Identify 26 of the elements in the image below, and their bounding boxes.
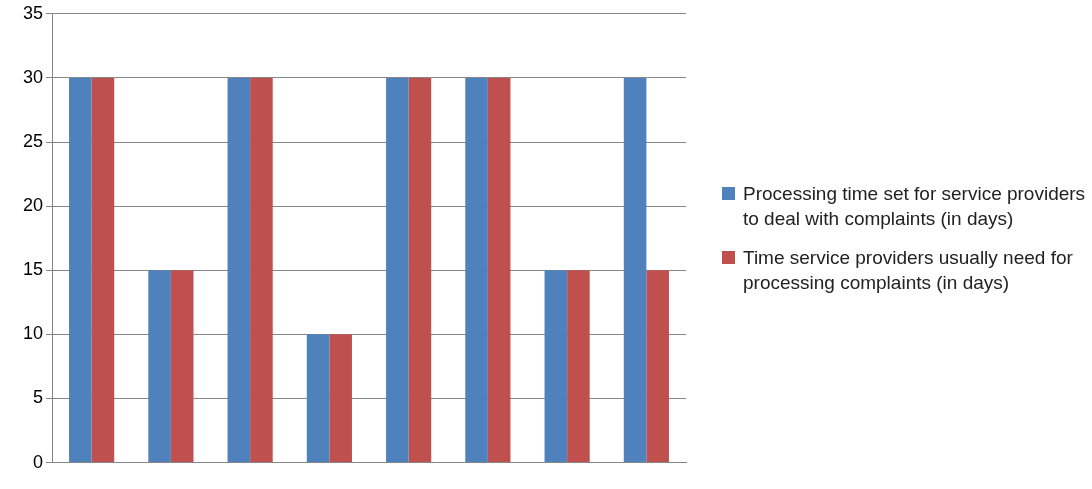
bar [386,77,409,463]
bar [250,77,273,463]
bar [69,77,92,463]
y-tick-label: 25 [22,131,44,151]
bar [329,334,352,463]
y-tick-label: 0 [33,451,44,472]
y-tick-label: 35 [22,2,44,23]
bar [623,77,647,463]
y-tick-label: 5 [33,387,44,408]
bar [408,77,432,463]
bar [567,270,590,463]
legend-label: Time service providers usually need for processing complaints (in days) [743,245,1074,295]
y-tick-label: 10 [22,323,44,344]
bar [170,270,194,463]
legend-label: Processing time set for service providers to deal with complaints (in days) [743,181,1087,231]
bar [148,270,171,463]
bar [227,77,251,463]
bar [91,77,115,463]
y-tick-label: 20 [22,195,44,216]
bar [465,77,488,463]
bar [646,270,669,463]
y-tick-label: 30 [22,66,44,87]
bar [306,334,330,463]
bar [487,77,511,463]
bar [544,270,568,463]
y-tick-label: 15 [22,259,44,280]
